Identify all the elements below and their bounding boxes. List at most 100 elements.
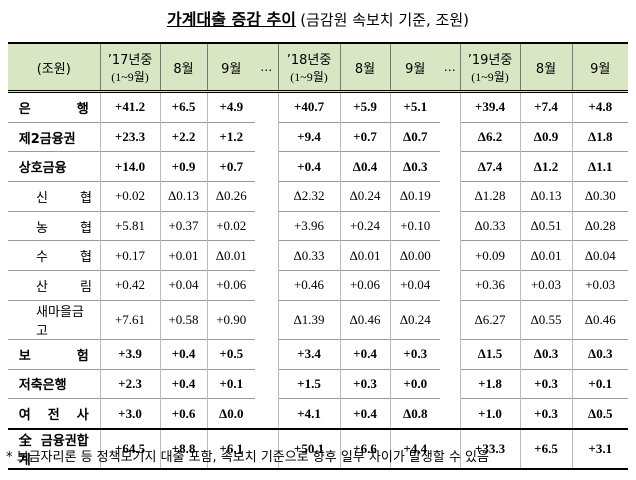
- header-cell: ’18년중 (1~9월): [277, 42, 340, 93]
- value-cell: Δ0.8: [389, 398, 440, 429]
- header-text: 8월: [354, 61, 376, 77]
- value-cell: +4.1: [277, 398, 340, 429]
- header-text: …: [443, 60, 456, 74]
- value-cell: Δ0.33: [459, 210, 520, 241]
- value-cell: +8.8: [159, 427, 207, 470]
- value-cell: +0.04: [389, 270, 440, 301]
- value-cell: +0.7: [339, 121, 390, 152]
- row-label: 보 험: [18, 348, 89, 364]
- value-cell: Δ0.7: [389, 121, 440, 152]
- value-cell: +0.04: [159, 270, 207, 301]
- value-cell: +0.4: [277, 151, 340, 182]
- title: 가계대출 증감 추이: [167, 10, 296, 29]
- value-cell: Δ0.13: [159, 181, 207, 212]
- value-cell: +0.1: [206, 368, 255, 399]
- value-cell: +7.4: [519, 91, 572, 123]
- spacer-cell: [255, 369, 278, 399]
- header-row: (조원) ’17년중 (1~9월) 8월 9월… ’18년중 (1~9월) 8월 9월… ’19년…: [8, 42, 628, 93]
- value-cell: +2.2: [159, 121, 207, 152]
- spacer-cell: [255, 152, 278, 182]
- row-label-cell: 수 협: [8, 240, 100, 271]
- value-cell: +0.9: [159, 151, 207, 182]
- header-text: (1~9월): [111, 70, 149, 84]
- table-row: 수 협 +0.17 +0.01 Δ0.01 Δ0.33 Δ0.01 Δ0.00 +0.09 Δ0…: [8, 240, 628, 271]
- value-cell: +4.9: [206, 91, 255, 123]
- value-cell: Δ0.4: [339, 151, 390, 182]
- spacer-cell: [255, 427, 278, 470]
- value-cell: +3.1: [571, 427, 628, 470]
- table-row: 제2금융권 +23.3 +2.2 +1.2 +9.4 +0.7 Δ0.7 Δ6.2 Δ0.9 Δ1…: [8, 121, 628, 152]
- value-cell: Δ6.2: [459, 121, 520, 152]
- value-cell: Δ0.30: [571, 181, 628, 212]
- row-label: 수 협: [36, 250, 92, 266]
- table-row: 全금융권합계 +64.5 +8.8 +6.1 +50.1 +6.6 +4.4 +33.3 +6.…: [8, 427, 628, 470]
- row-label-cell: 신 협: [8, 181, 100, 212]
- spacer-cell: [255, 122, 278, 152]
- value-cell: +3.4: [277, 338, 340, 369]
- value-cell: +5.81: [99, 210, 160, 241]
- row-label-cell: 보 험: [8, 338, 100, 369]
- header-cell: 9월: [206, 42, 255, 93]
- value-cell: +0.06: [339, 270, 390, 301]
- row-label: 저축은행: [18, 378, 67, 394]
- row-label: 상호금융: [18, 161, 67, 177]
- value-cell: Δ1.1: [571, 151, 628, 182]
- value-cell: +64.5: [99, 427, 160, 470]
- value-cell: +0.3: [519, 398, 572, 429]
- value-cell: Δ0.24: [389, 299, 440, 340]
- value-cell: +6.5: [159, 91, 207, 123]
- spacer-cell: [440, 300, 460, 339]
- row-label: 새마을금고: [36, 304, 84, 339]
- value-cell: +1.5: [277, 368, 340, 399]
- value-cell: +0.01: [159, 240, 207, 271]
- subtitle: (금감원 속보치 기준, 조원): [300, 11, 469, 29]
- value-cell: +0.3: [389, 338, 440, 369]
- value-cell: +0.06: [206, 270, 255, 301]
- row-label: 제2금융권: [18, 131, 76, 147]
- row-label-cell: 제2금융권: [8, 121, 100, 152]
- spacer-cell: [255, 271, 278, 301]
- spacer-cell: [440, 92, 460, 123]
- header-cell: ’17년중 (1~9월): [99, 42, 160, 93]
- header-text: 8월: [535, 61, 557, 77]
- row-label: 신 협: [36, 190, 92, 206]
- value-cell: Δ1.28: [459, 181, 520, 212]
- header-cell: 8월: [519, 42, 572, 93]
- table-body: 은 행 +41.2 +6.5 +4.9 +40.7 +5.9 +5.1 +39.4 +7.4 +4…: [8, 91, 628, 470]
- value-cell: Δ0.3: [389, 151, 440, 182]
- row-label-cell: 여 전 사: [8, 398, 100, 429]
- value-cell: +6.1: [206, 427, 255, 470]
- value-cell: Δ0.19: [389, 181, 440, 212]
- spacer-cell: [440, 427, 460, 470]
- value-cell: +0.7: [206, 151, 255, 182]
- value-cell: +23.3: [99, 121, 160, 152]
- header-cell: 8월: [159, 42, 207, 93]
- value-cell: +0.5: [206, 338, 255, 369]
- value-cell: +0.24: [339, 210, 390, 241]
- value-cell: +6.5: [519, 427, 572, 470]
- value-cell: +1.2: [206, 121, 255, 152]
- value-cell: +0.03: [519, 270, 572, 301]
- value-cell: Δ0.33: [277, 240, 340, 271]
- value-cell: +7.61: [99, 299, 160, 340]
- value-cell: Δ0.24: [339, 181, 390, 212]
- spacer-cell: [255, 182, 278, 212]
- value-cell: +2.3: [99, 368, 160, 399]
- header-cell: …: [440, 42, 460, 93]
- spacer-cell: [440, 211, 460, 241]
- value-cell: +14.0: [99, 151, 160, 182]
- value-cell: +0.09: [459, 240, 520, 271]
- header-text: ’18년중: [286, 53, 332, 68]
- value-cell: Δ0.01: [339, 240, 390, 271]
- spacer-cell: [255, 241, 278, 271]
- value-cell: +0.02: [206, 210, 255, 241]
- value-cell: +5.1: [389, 91, 440, 123]
- value-cell: +1.0: [459, 398, 520, 429]
- value-cell: Δ0.01: [206, 240, 255, 271]
- table-row: 농 협 +5.81 +0.37 +0.02 +3.96 +0.24 +0.10 Δ0.33 Δ0…: [8, 210, 628, 241]
- value-cell: +6.6: [339, 427, 390, 470]
- title-block: 가계대출 증감 추이 (금감원 속보치 기준, 조원): [0, 6, 636, 30]
- value-cell: Δ0.28: [571, 210, 628, 241]
- value-cell: +33.3: [459, 427, 520, 470]
